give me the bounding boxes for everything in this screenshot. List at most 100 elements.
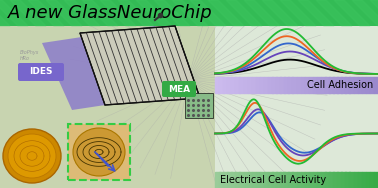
Polygon shape (284, 172, 289, 188)
Polygon shape (353, 172, 358, 188)
Polygon shape (219, 172, 224, 188)
Polygon shape (313, 172, 318, 188)
Polygon shape (268, 77, 273, 93)
Bar (215, 0, 378, 188)
Text: IDES: IDES (29, 67, 53, 77)
Polygon shape (252, 172, 256, 188)
Polygon shape (333, 172, 338, 188)
Polygon shape (272, 77, 277, 93)
Polygon shape (334, 0, 370, 26)
Polygon shape (244, 0, 280, 26)
Polygon shape (288, 77, 293, 93)
Polygon shape (227, 77, 232, 93)
Polygon shape (215, 77, 220, 93)
Polygon shape (276, 77, 281, 93)
Bar (185, 93, 213, 118)
Polygon shape (231, 172, 236, 188)
Polygon shape (172, 0, 208, 26)
Polygon shape (352, 0, 378, 26)
Polygon shape (243, 172, 248, 188)
Polygon shape (280, 172, 285, 188)
Polygon shape (260, 77, 264, 93)
Polygon shape (374, 77, 378, 93)
Polygon shape (309, 77, 313, 93)
Polygon shape (268, 172, 273, 188)
Polygon shape (256, 77, 260, 93)
Ellipse shape (8, 134, 56, 178)
Polygon shape (227, 172, 232, 188)
Polygon shape (293, 77, 297, 93)
Polygon shape (329, 77, 334, 93)
Polygon shape (276, 172, 281, 188)
Polygon shape (136, 0, 172, 26)
Polygon shape (280, 77, 285, 93)
Polygon shape (353, 77, 358, 93)
Polygon shape (305, 77, 309, 93)
Polygon shape (358, 172, 362, 188)
FancyBboxPatch shape (18, 63, 64, 81)
Polygon shape (362, 172, 366, 188)
Polygon shape (321, 172, 325, 188)
Polygon shape (248, 77, 252, 93)
Polygon shape (208, 0, 244, 26)
Polygon shape (231, 77, 236, 93)
Polygon shape (215, 172, 220, 188)
Text: A new GlassNeuroChip: A new GlassNeuroChip (8, 4, 212, 22)
Polygon shape (337, 77, 342, 93)
Text: MEA: MEA (168, 84, 190, 93)
Polygon shape (301, 172, 305, 188)
Polygon shape (370, 0, 378, 26)
Ellipse shape (3, 129, 61, 183)
Polygon shape (366, 77, 370, 93)
Polygon shape (154, 0, 190, 26)
Polygon shape (219, 77, 224, 93)
Ellipse shape (73, 128, 125, 176)
Polygon shape (298, 0, 334, 26)
Polygon shape (243, 77, 248, 93)
Polygon shape (370, 77, 375, 93)
Polygon shape (223, 172, 228, 188)
Polygon shape (301, 77, 305, 93)
Polygon shape (350, 77, 354, 93)
Polygon shape (341, 77, 346, 93)
Polygon shape (296, 77, 301, 93)
Polygon shape (325, 77, 330, 93)
Polygon shape (226, 0, 262, 26)
Bar (68, 124, 130, 180)
Polygon shape (341, 172, 346, 188)
Polygon shape (256, 172, 260, 188)
Polygon shape (358, 77, 362, 93)
Polygon shape (366, 172, 370, 188)
Polygon shape (252, 77, 256, 93)
Polygon shape (350, 172, 354, 188)
Polygon shape (262, 0, 298, 26)
Polygon shape (118, 0, 154, 26)
Polygon shape (317, 77, 321, 93)
Polygon shape (333, 77, 338, 93)
Polygon shape (284, 77, 289, 93)
Polygon shape (317, 172, 321, 188)
Text: BioPhys
HRo: BioPhys HRo (20, 50, 39, 61)
Polygon shape (374, 172, 378, 188)
FancyBboxPatch shape (162, 81, 196, 97)
Polygon shape (100, 0, 136, 26)
Polygon shape (248, 172, 252, 188)
Polygon shape (280, 0, 316, 26)
Polygon shape (28, 0, 64, 26)
Polygon shape (309, 172, 313, 188)
Text: Cell Adhesion: Cell Adhesion (307, 80, 373, 90)
Polygon shape (296, 172, 301, 188)
Polygon shape (288, 172, 293, 188)
Polygon shape (264, 172, 268, 188)
Polygon shape (325, 172, 330, 188)
Polygon shape (337, 172, 342, 188)
Polygon shape (293, 172, 297, 188)
Polygon shape (370, 172, 375, 188)
Polygon shape (313, 77, 318, 93)
Polygon shape (235, 77, 240, 93)
Polygon shape (362, 77, 366, 93)
Polygon shape (321, 77, 325, 93)
Polygon shape (82, 0, 118, 26)
Polygon shape (0, 0, 28, 26)
Polygon shape (345, 172, 350, 188)
